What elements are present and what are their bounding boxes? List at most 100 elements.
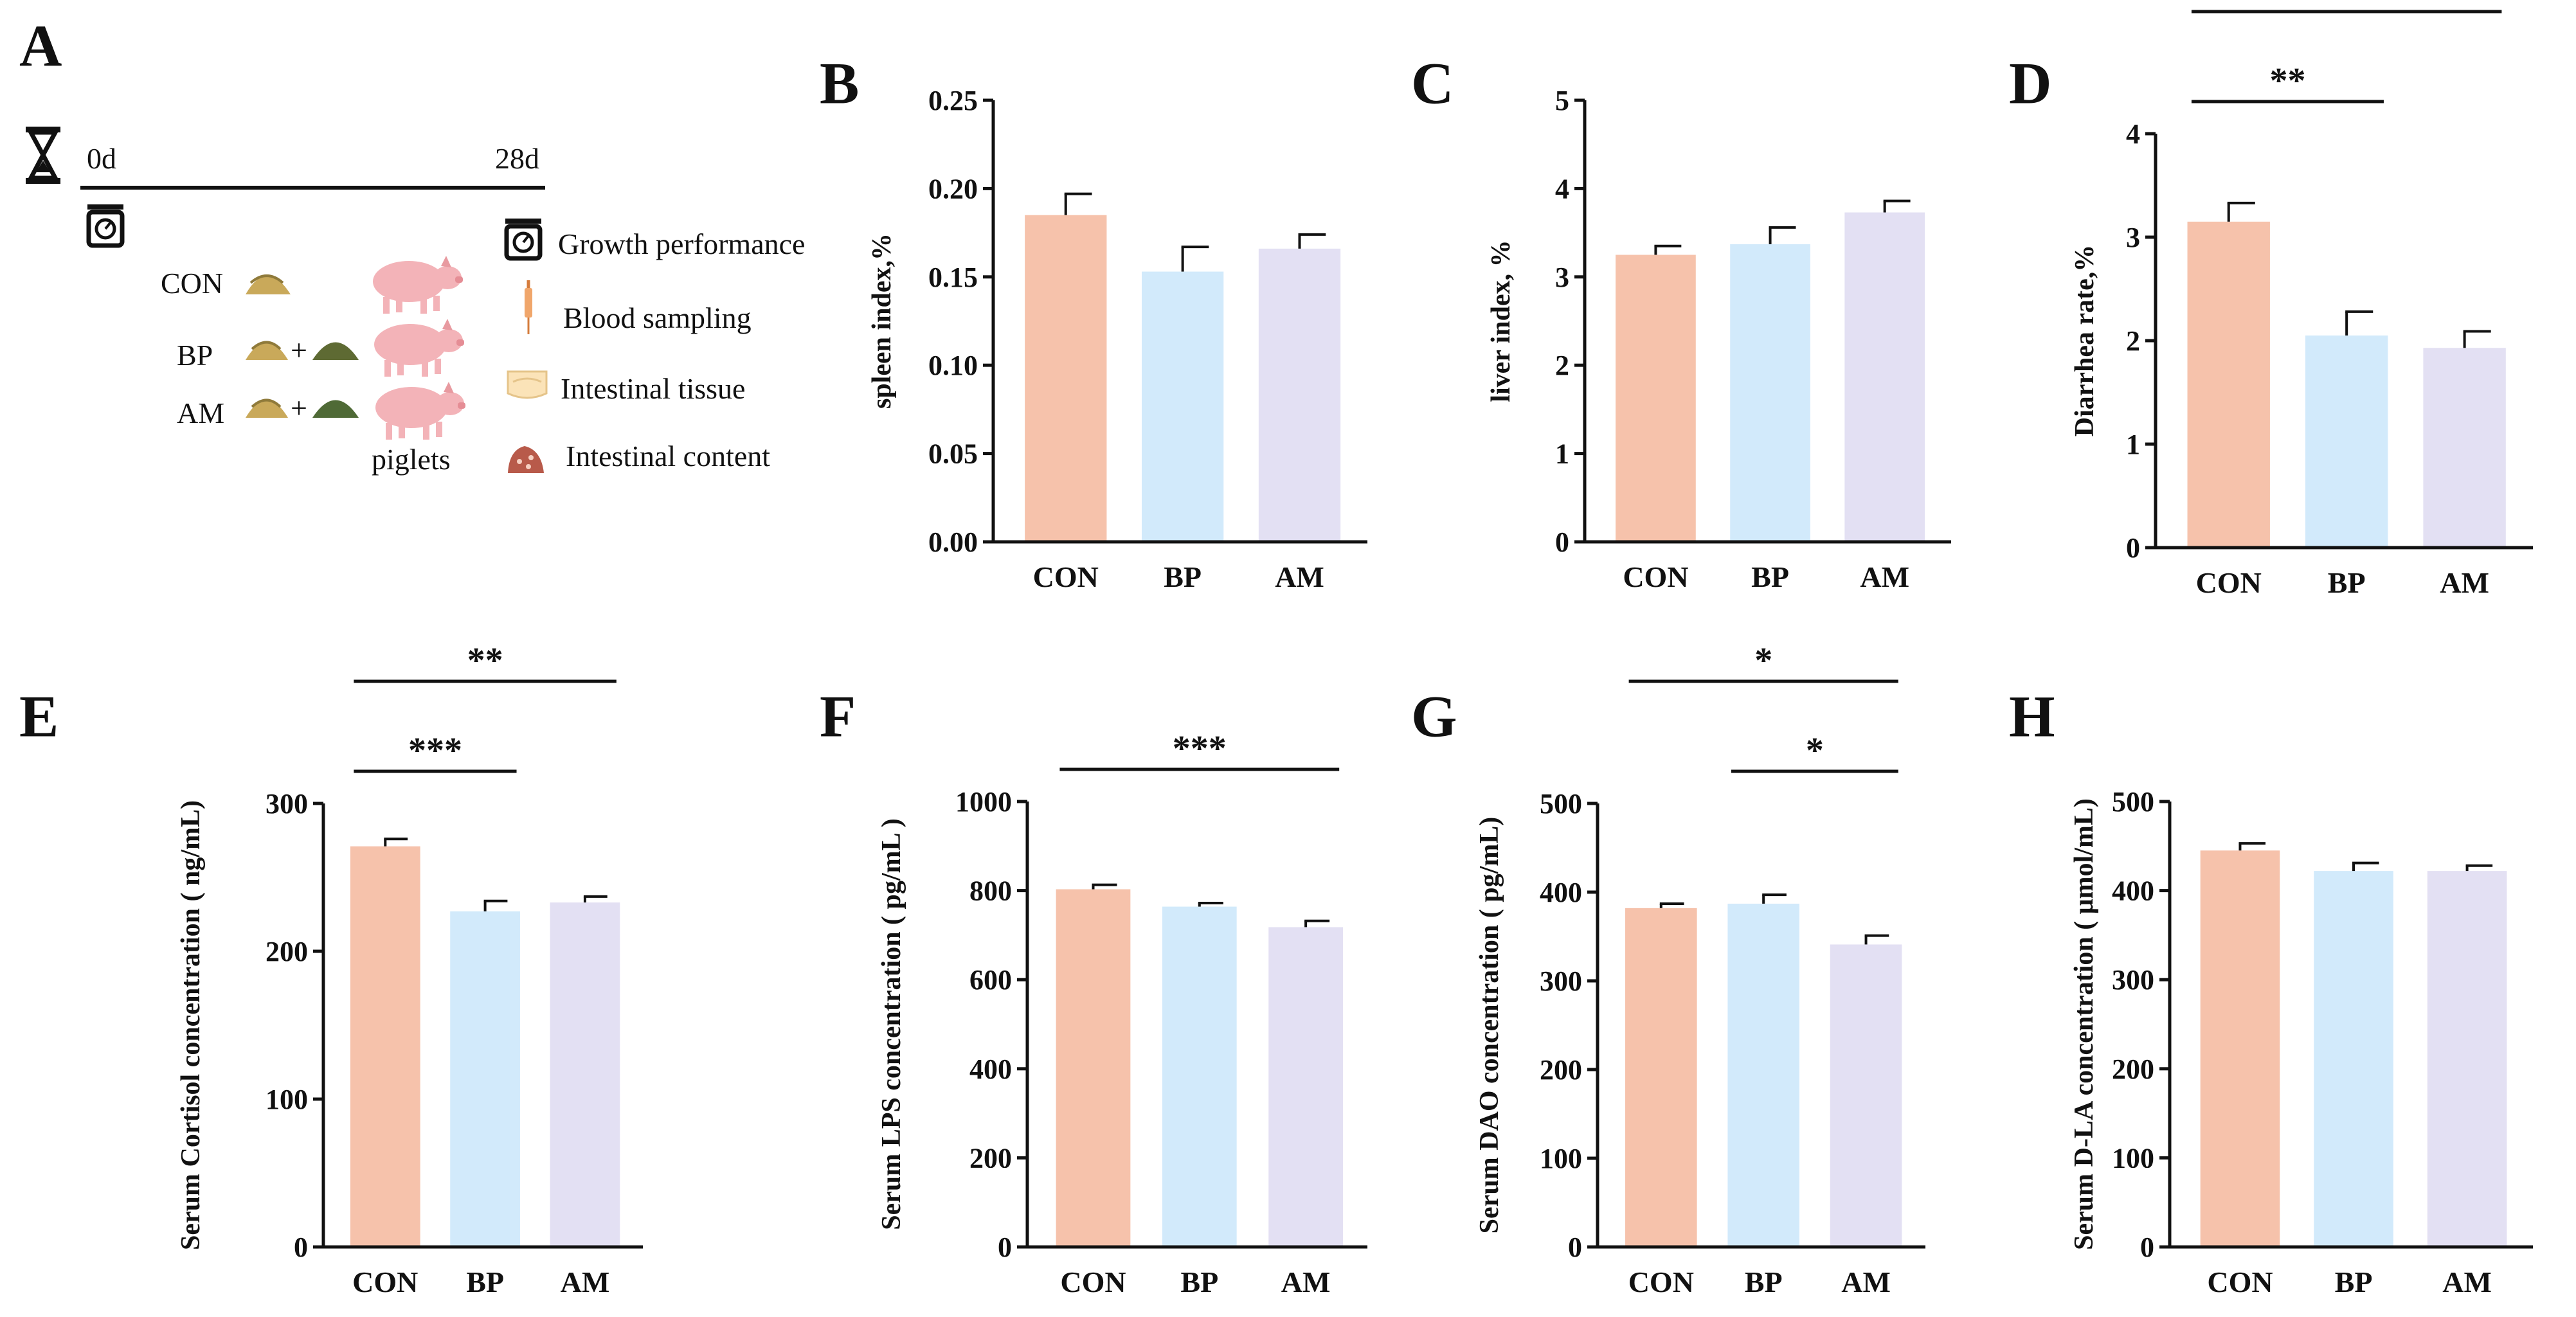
bar-con — [1025, 215, 1107, 541]
scale-icon-start — [86, 204, 125, 248]
y-tick-label: 200 — [2112, 1053, 2154, 1085]
category-label-am: AM — [2442, 1266, 2492, 1298]
bar-am — [2423, 348, 2506, 546]
category-label-bp: BP — [466, 1266, 504, 1298]
y-tick-label: 200 — [969, 1142, 1012, 1174]
y-axis-label: spleen index,% — [867, 233, 897, 409]
y-tick-label: 600 — [969, 964, 1012, 996]
y-axis-label: Serum DAO concentration ( pg/mL) — [1475, 817, 1504, 1234]
bar-bp — [2314, 871, 2393, 1246]
y-tick-label: 1 — [1555, 438, 1569, 470]
bar-bp — [2305, 335, 2388, 546]
category-label-am: AM — [1860, 560, 1909, 593]
bar-bp — [1141, 271, 1224, 541]
y-tick-label: 0.00 — [928, 526, 978, 558]
bar-am — [1268, 927, 1343, 1246]
panel-f: F 0 200 400 600 800 1000 Serum LPS concentratio… — [820, 684, 1367, 1298]
significance-stars: ** — [2269, 61, 2305, 101]
bar-con — [1616, 255, 1696, 541]
y-tick-label: 0 — [2140, 1232, 2154, 1263]
outcome-growth-performance: Growth performance — [558, 228, 805, 260]
y-tick-label: 4 — [1555, 173, 1569, 204]
y-tick-label: 3 — [1555, 262, 1569, 293]
category-label-con: CON — [1623, 560, 1688, 593]
panel-e: E 0 100 200 300 Serum Cortisol concentration … — [19, 641, 643, 1298]
panel-label-d: D — [2009, 51, 2051, 116]
group-label-am: AM — [177, 397, 224, 429]
pig-icon — [375, 382, 465, 440]
panel-h: H 0 100 200 300 400 500 Serum D-LA concentratio… — [2009, 684, 2533, 1298]
category-label-am: AM — [1841, 1266, 1891, 1298]
bar-con — [1056, 889, 1131, 1246]
pig-icon — [374, 319, 464, 377]
scale-icon — [504, 219, 543, 261]
panel-label-a: A — [19, 13, 62, 78]
bar-con — [2187, 221, 2270, 546]
category-label-am: AM — [1275, 560, 1324, 593]
significance-stars: ** — [2328, 0, 2364, 11]
panel-label-g: G — [1411, 684, 1457, 749]
category-label-bp: BP — [2328, 566, 2366, 599]
piglets-label: piglets — [372, 443, 451, 476]
category-label-con: CON — [1033, 560, 1099, 593]
panel-g: G 0 100 200 300 400 500 Serum DAO concentration… — [1411, 641, 1925, 1298]
plus-sign: + — [291, 391, 307, 424]
outcome-intestinal-tissue: Intestinal tissue — [561, 372, 745, 405]
y-tick-label: 300 — [266, 788, 308, 820]
intestine-icon — [507, 370, 548, 399]
significance-stars: ** — [467, 641, 503, 681]
panel-label-e: E — [19, 684, 59, 749]
category-label-bp: BP — [1164, 560, 1202, 593]
panel-c: C 0 1 2 3 4 5 liver index, % CON BP AM — [1411, 51, 1951, 593]
bar-bp — [1730, 244, 1810, 541]
panel-d: D 0 1 2 3 4 Diarrhea rate,% CON BP AM ** ** — [2009, 0, 2533, 599]
category-label-am: AM — [561, 1266, 610, 1298]
timeline-start-label: 0d — [87, 142, 116, 175]
y-tick-label: 400 — [969, 1053, 1012, 1085]
feed-pile-icon — [246, 399, 288, 418]
intestinal-content-icon — [508, 446, 544, 473]
bar-am — [550, 902, 620, 1246]
y-tick-label: 300 — [1540, 965, 1582, 997]
y-axis-label: Serum Cortisol concentration ( ng/mL) — [176, 800, 206, 1250]
y-tick-label: 500 — [2112, 786, 2154, 818]
feed-pile-icon — [246, 274, 291, 294]
panel-label-c: C — [1411, 51, 1454, 116]
y-tick-label: 500 — [1540, 788, 1582, 820]
y-tick-label: 0 — [2126, 532, 2140, 564]
category-label-con: CON — [1060, 1266, 1126, 1298]
bar-am — [2427, 871, 2507, 1246]
y-axis-label: Serum LPS concentration ( pg/mL ) — [877, 818, 906, 1230]
y-tick-label: 0 — [998, 1232, 1012, 1263]
y-tick-label: 0.15 — [928, 262, 978, 293]
bar-con — [350, 846, 420, 1246]
feed-pile-icon — [246, 341, 288, 360]
outcome-blood-sampling: Blood sampling — [563, 301, 752, 334]
bar-am — [1258, 248, 1341, 541]
y-tick-label: 0.05 — [928, 438, 978, 470]
y-tick-label: 0.10 — [928, 350, 978, 381]
y-tick-label: 0 — [1555, 526, 1569, 558]
significance-stars: * — [1806, 731, 1824, 771]
category-label-bp: BP — [1745, 1266, 1783, 1298]
category-label-bp: BP — [2335, 1266, 2373, 1298]
bar-am — [1830, 944, 1902, 1246]
pig-icon — [373, 256, 463, 314]
bar-bp — [1162, 906, 1237, 1246]
additive-pile-icon — [312, 342, 359, 360]
y-tick-label: 200 — [266, 936, 308, 967]
group-label-con: CON — [161, 267, 223, 300]
y-tick-label: 300 — [2112, 964, 2154, 996]
y-tick-label: 0 — [294, 1232, 308, 1263]
y-tick-label: 3 — [2126, 222, 2140, 253]
panel-label-h: H — [2009, 684, 2055, 749]
y-tick-label: 2 — [2126, 325, 2140, 357]
plus-sign: + — [291, 334, 307, 366]
syringe-icon — [525, 280, 532, 334]
category-label-con: CON — [1628, 1266, 1694, 1298]
bar-con — [1625, 908, 1697, 1246]
y-tick-label: 400 — [1540, 877, 1582, 908]
panel-b: B 0.00 0.05 0.10 0.15 0.20 0.25 spleen index,% C… — [820, 51, 1367, 593]
panel-label-f: F — [820, 684, 856, 749]
